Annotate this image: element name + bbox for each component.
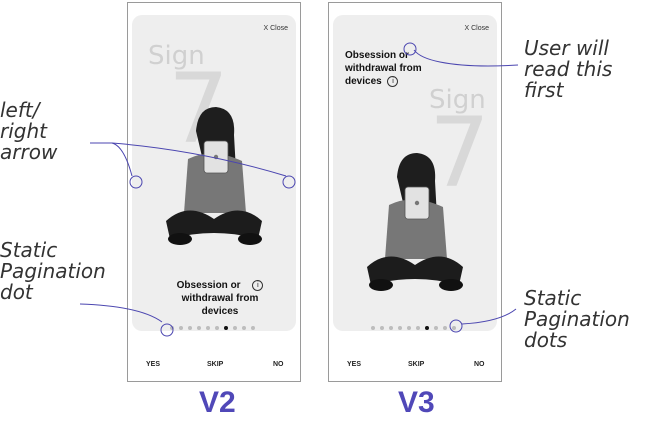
pagination-dot-active <box>224 326 228 330</box>
card-title-line2: withdrawal from <box>181 293 259 304</box>
card-title: Obsession or i withdrawal from devices <box>164 279 276 318</box>
pagination-dot <box>443 326 447 330</box>
annotation-pagination-v3-line3: dots <box>524 328 568 352</box>
pagination-dot <box>197 326 201 330</box>
card-title: Obsession or withdrawal from devices i <box>345 49 445 88</box>
callout-line-pagination-v3 <box>461 308 517 325</box>
card-title-line1: Obsession or <box>176 280 241 291</box>
pagination-dot <box>416 326 420 330</box>
person-with-tablet-illustration <box>367 153 463 291</box>
no-button[interactable]: NO <box>273 361 284 368</box>
callout-target-right-arrow <box>282 175 296 189</box>
info-icon[interactable]: i <box>252 279 264 291</box>
sign-label: Sign <box>148 41 205 71</box>
sign-number: 7 <box>429 97 491 209</box>
card-screen-v2: X Close Sign 7 Obsession or i withdrawal… <box>132 15 296 331</box>
pagination-dot <box>371 326 375 330</box>
no-button[interactable]: NO <box>474 361 485 368</box>
annotation-pagination-v3-line1: Static <box>524 286 582 310</box>
close-button[interactable]: X Close <box>464 25 489 32</box>
pagination-dot <box>170 326 174 330</box>
card-title-line2: withdrawal from <box>345 63 422 74</box>
phone-mockup-v2: X Close Sign 7 Obsession or i withdrawal… <box>127 2 301 382</box>
version-label-v2: V2 <box>199 386 236 419</box>
pagination-dot <box>233 326 237 330</box>
annotation-pagination-v3-line2: Pagination <box>524 307 630 331</box>
annotation-arrows: left/ right arrow <box>0 100 57 163</box>
pagination-dot <box>188 326 192 330</box>
pagination-dot <box>179 326 183 330</box>
pagination-dot <box>380 326 384 330</box>
pagination-dot-active <box>425 326 429 330</box>
pagination-dot <box>215 326 219 330</box>
skip-button[interactable]: SKIP <box>207 361 224 368</box>
annotation-pagination-v2: Static Pagination dot <box>0 240 106 303</box>
yes-button[interactable]: YES <box>146 361 161 368</box>
pagination-dot <box>242 326 246 330</box>
person-with-tablet-illustration <box>166 107 262 245</box>
pagination-dot <box>206 326 210 330</box>
annotation-read-first: User will read this first <box>524 38 612 101</box>
annotation-read-first-line3: first <box>524 78 564 102</box>
version-label-v3: V3 <box>398 386 435 419</box>
annotation-arrows-line3: arrow <box>0 140 58 164</box>
card-title-line3: devices <box>345 76 382 87</box>
pagination-dots <box>170 326 255 331</box>
callout-target-pagination-v3 <box>449 319 463 333</box>
pagination-dot <box>407 326 411 330</box>
annotation-read-first-line1: User will <box>524 36 609 60</box>
pagination-dot <box>389 326 393 330</box>
annotation-read-first-line2: read this <box>524 57 613 81</box>
pagination-dot <box>434 326 438 330</box>
callout-line-arrows-right <box>111 142 287 177</box>
card-screen-v3: X Close Obsession or withdrawal from dev… <box>333 15 497 331</box>
skip-button[interactable]: SKIP <box>408 361 425 368</box>
pagination-dot <box>398 326 402 330</box>
callout-target-left-arrow <box>129 175 143 189</box>
pagination-dots <box>371 326 456 331</box>
sign-label: Sign <box>429 85 486 115</box>
callout-target-title-v3 <box>403 42 417 56</box>
info-icon[interactable]: i <box>387 75 399 87</box>
annotation-pagination-v2-line3: dot <box>0 280 33 304</box>
pagination-dot <box>251 326 255 330</box>
callout-target-pagination-v2 <box>160 323 174 337</box>
callout-line-read-first <box>413 49 519 67</box>
annotation-pagination-v2-line2: Pagination <box>0 259 106 283</box>
card-title-line1: Obsession or <box>345 50 409 61</box>
annotation-arrows-line2: right <box>0 119 47 143</box>
callout-line-pagination-v2 <box>79 303 163 323</box>
close-button[interactable]: X Close <box>263 25 288 32</box>
annotation-pagination-v2-line1: Static <box>0 238 58 262</box>
card-title-line3: devices <box>201 306 239 317</box>
callout-line-arrows <box>90 142 133 177</box>
annotation-pagination-v3: Static Pagination dots <box>524 288 630 351</box>
annotation-arrows-line1: left/ <box>0 98 40 122</box>
yes-button[interactable]: YES <box>347 361 362 368</box>
pagination-dot <box>452 326 456 330</box>
